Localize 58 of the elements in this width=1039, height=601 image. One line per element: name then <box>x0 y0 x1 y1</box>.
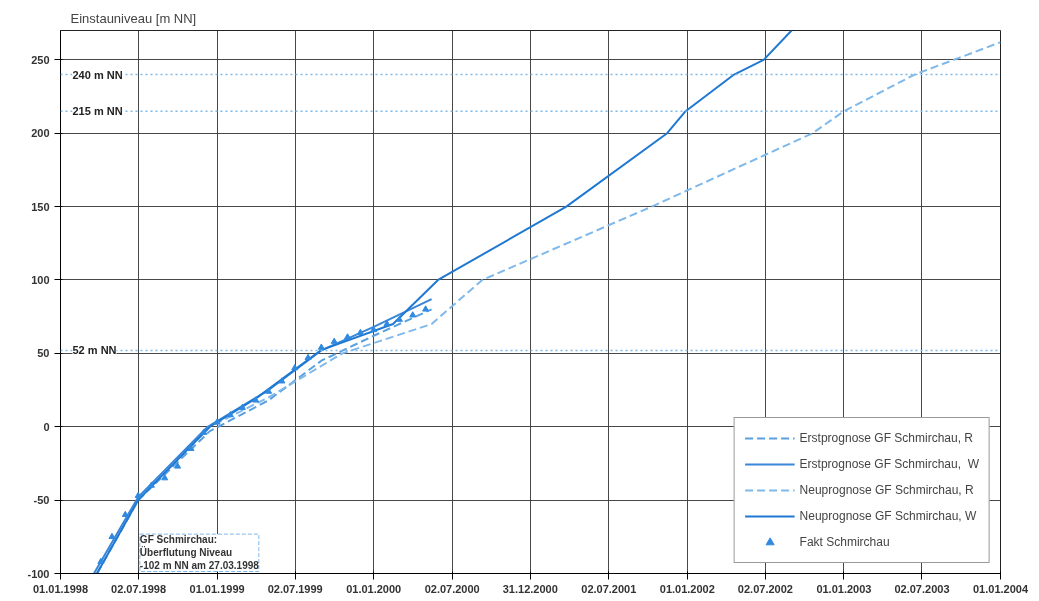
point <box>395 315 403 322</box>
y-tick-label: 200 <box>31 127 50 140</box>
y-tick-label: 50 <box>37 347 50 360</box>
point <box>252 396 260 403</box>
y-tick-label: 0 <box>43 420 50 433</box>
legend-label: Fakt Schmirchau <box>799 535 890 549</box>
point <box>213 418 221 425</box>
x-tick-label: 02.07.2000 <box>424 582 480 595</box>
point <box>330 337 338 344</box>
point <box>370 325 378 333</box>
point <box>121 510 129 518</box>
x-tick-label: 02.07.1999 <box>267 582 323 595</box>
point <box>187 444 195 451</box>
point <box>174 462 182 469</box>
legend-label: Neuprognose GF Schmirchau, R <box>799 483 974 497</box>
point <box>304 353 312 360</box>
y-tick-label: -50 <box>33 494 50 507</box>
point <box>356 328 364 336</box>
y-tick-label: 150 <box>31 200 50 213</box>
legend-label: Erstprognose GF Schmirchau, R <box>799 431 974 445</box>
y-tick-label: 250 <box>31 53 50 66</box>
x-tick-label: 01.01.1999 <box>189 582 245 595</box>
point <box>108 532 116 540</box>
line-series <box>95 30 793 574</box>
legend-label: Erstprognose GF Schmirchau, W <box>799 457 979 471</box>
y-axis-title: Einstauniveau [m NN] <box>70 10 197 26</box>
annotation: GF Schmirchau: Überflutung Niveau -102 m NN am 27.03.1998 <box>139 534 260 572</box>
ref-line-label: 52 m NN <box>72 344 117 357</box>
point <box>317 343 325 350</box>
point <box>344 333 352 340</box>
legend-label: Neuprognose GF Schmirchau, W <box>799 509 977 523</box>
x-tick-label: 01.01.2000 <box>346 582 402 595</box>
point <box>161 474 169 481</box>
x-tick-label: 02.07.2001 <box>581 582 637 595</box>
point <box>97 557 105 564</box>
point <box>226 411 234 418</box>
x-tick-label: 31.12.2000 <box>502 582 558 595</box>
x-tick-label: 02.07.2003 <box>894 582 950 595</box>
point <box>134 491 142 498</box>
point <box>238 403 246 410</box>
point <box>422 305 430 312</box>
y-tick-label: 100 <box>31 273 50 286</box>
ref-line-label: 240 m NN <box>72 68 123 81</box>
y-tick-label: -100 <box>27 567 50 580</box>
point <box>265 387 273 394</box>
ref-line-label: 215 m NN <box>72 105 123 118</box>
x-tick-label: 02.07.1998 <box>111 582 167 595</box>
x-tick-label: 01.01.1998 <box>32 582 89 595</box>
x-tick-label: 01.01.2004 <box>972 582 1029 595</box>
point <box>278 377 286 384</box>
x-tick-label: 01.01.2002 <box>659 582 715 595</box>
point <box>200 428 208 435</box>
x-tick-label: 01.01.2003 <box>816 582 872 595</box>
point <box>383 320 391 327</box>
point <box>409 311 417 318</box>
x-tick-label: 02.07.2002 <box>737 582 793 595</box>
point <box>291 364 299 371</box>
point <box>147 481 155 488</box>
